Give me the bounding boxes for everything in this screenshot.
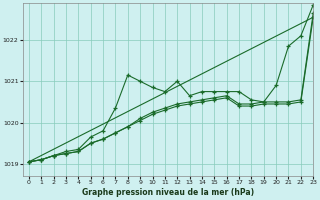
X-axis label: Graphe pression niveau de la mer (hPa): Graphe pression niveau de la mer (hPa) (82, 188, 254, 197)
